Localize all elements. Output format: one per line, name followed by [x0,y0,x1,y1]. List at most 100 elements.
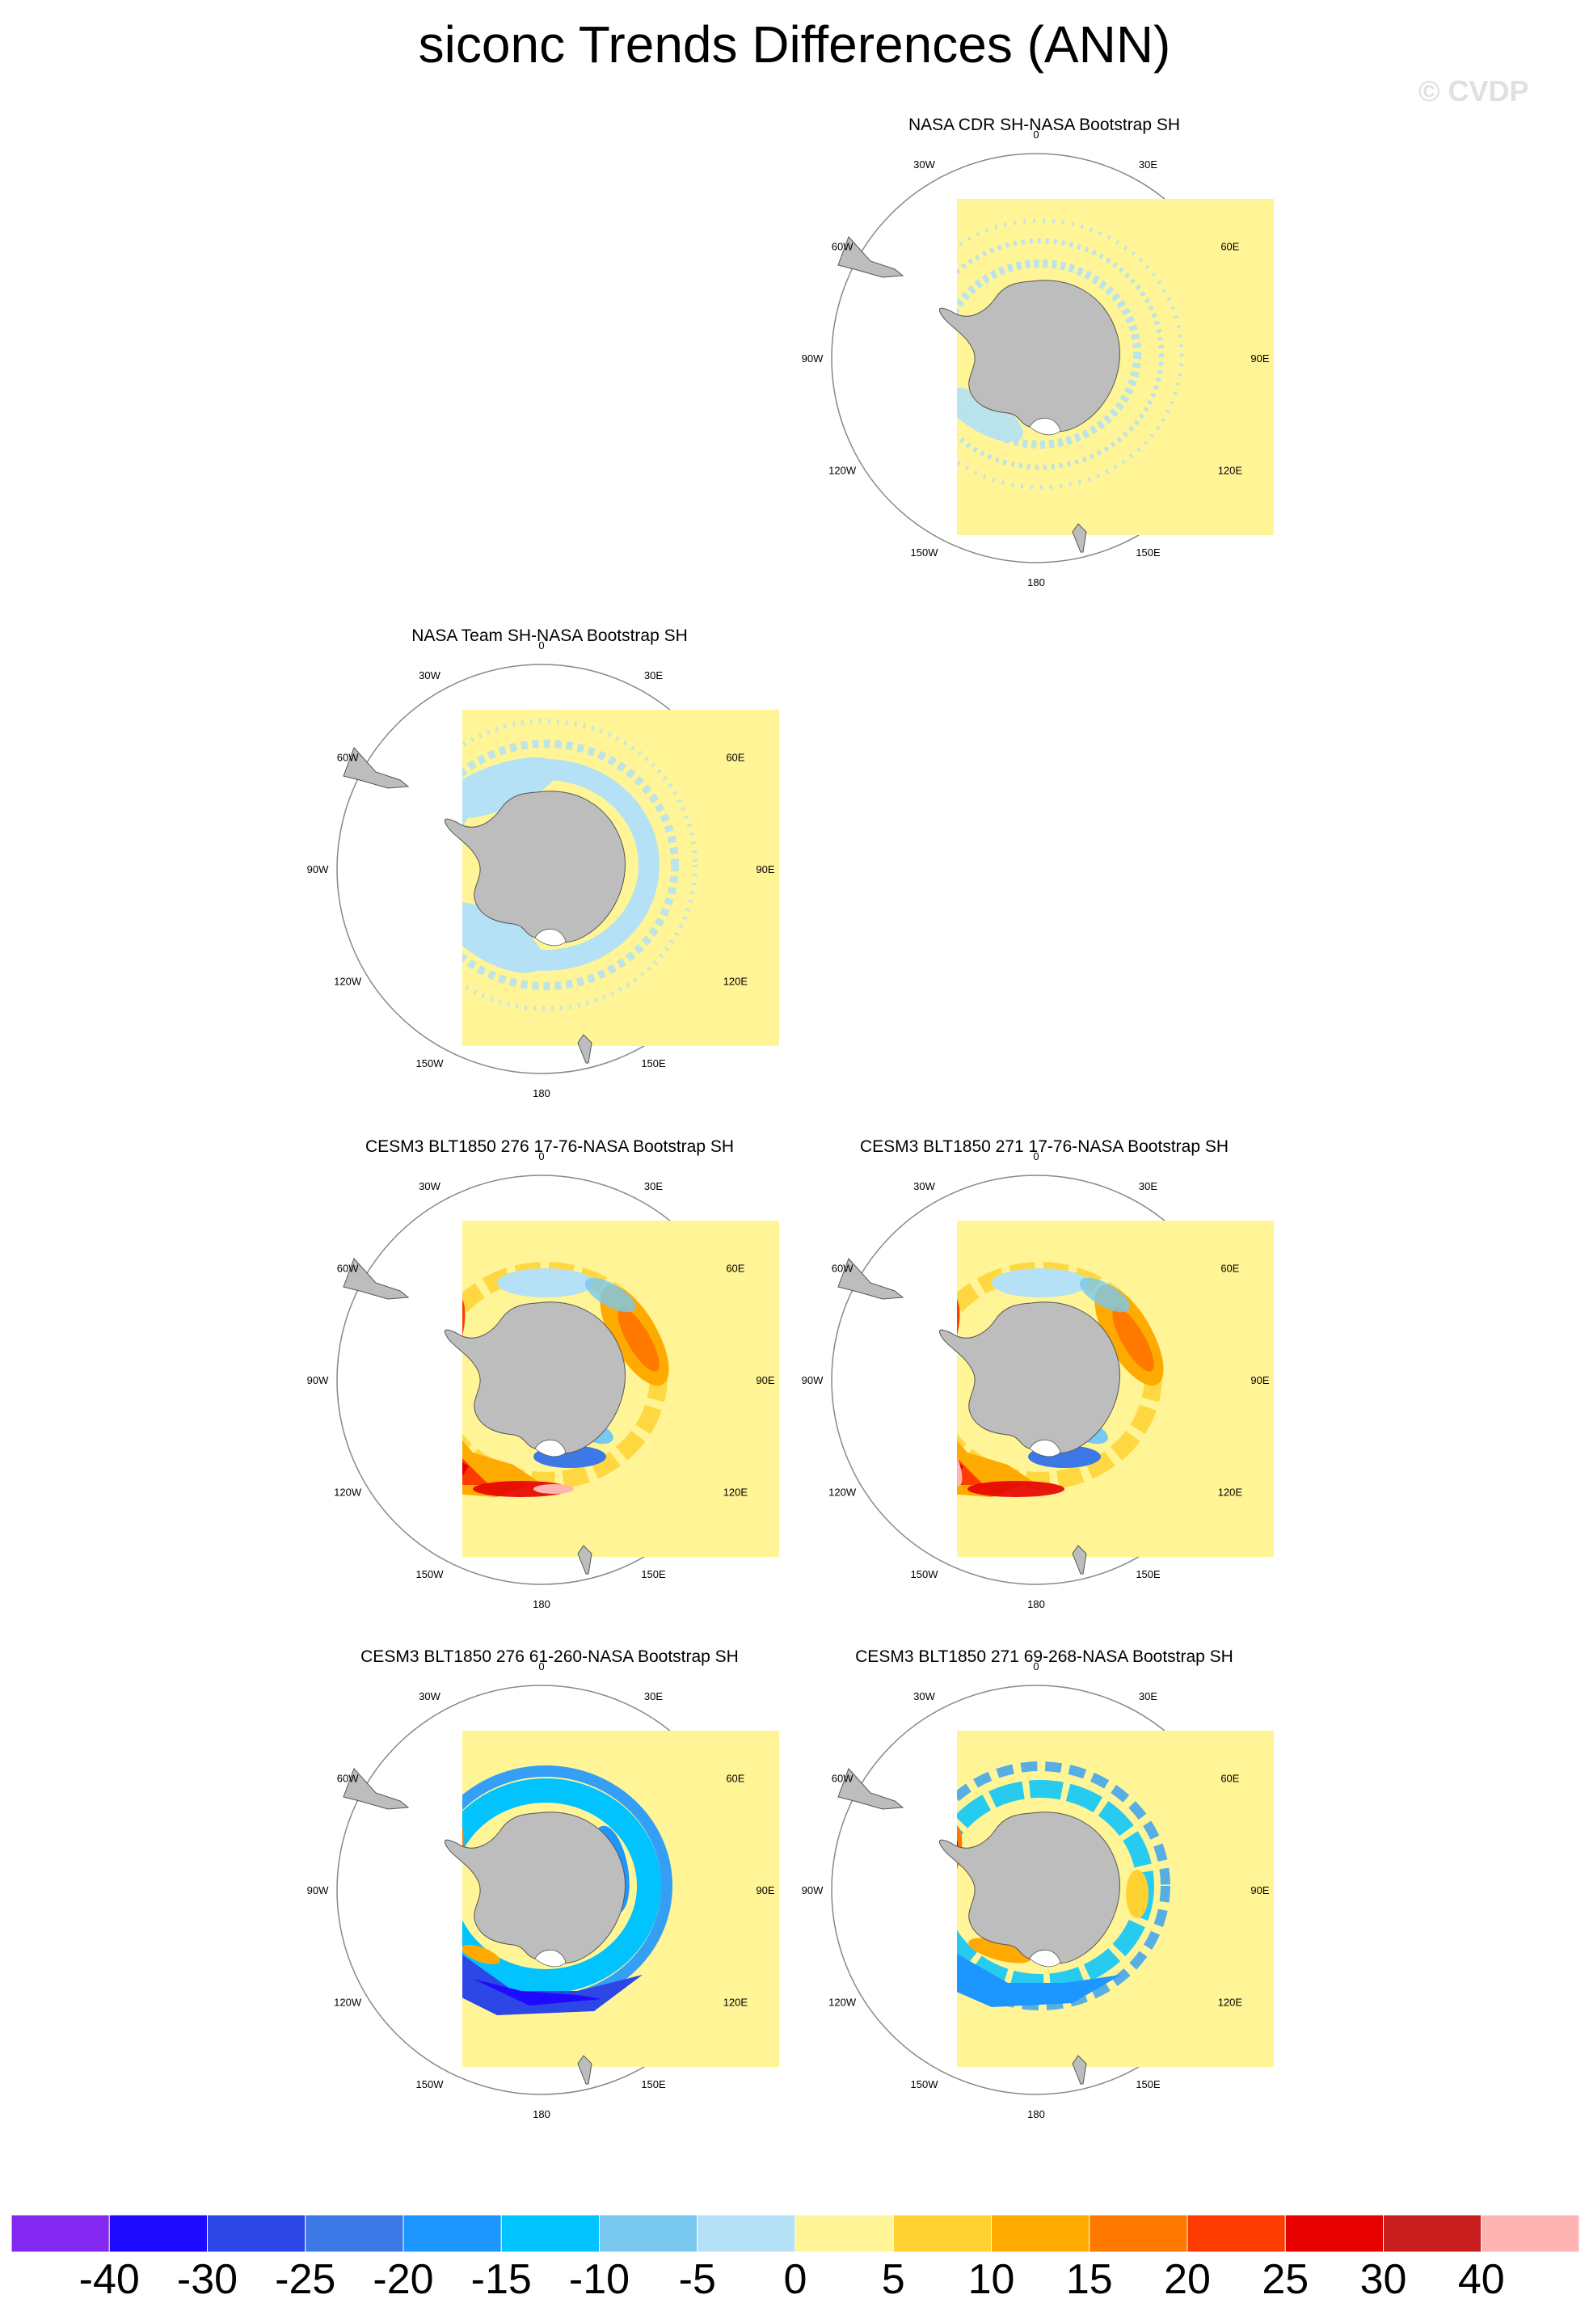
lon-label: 120E [1218,1997,1243,2009]
lon-label: 0 [538,639,544,652]
new-zealand-land [1072,523,1087,553]
lon-label: 60E [1220,1263,1239,1275]
colorbar-swatch [1383,2215,1482,2252]
panel-title: NASA Team SH-NASA Bootstrap SH [411,626,688,645]
colorbar-swatch [1284,2215,1384,2252]
lon-label: 60W [832,1773,854,1785]
colorbar-swatch [207,2215,306,2252]
colorbar-tick-label: -30 [176,2256,238,2303]
antarctica-land [939,1812,1120,1968]
panel-title: CESM3 BLT1850 276 61-260-NASA Bootstrap … [360,1647,739,1666]
colorbar-swatch [11,2215,110,2252]
colorbar-swatch [794,2215,894,2252]
lon-label: 60E [1220,241,1239,253]
panel-nasa-team: NASA Team SH-NASA Bootstrap SH 0 30E 60E 90… [307,626,792,1111]
lon-label: 30E [1139,1690,1157,1702]
lon-label: 150E [641,1568,666,1580]
lon-label: 60E [726,1263,744,1275]
colorbar-tick-label: 5 [881,2256,905,2303]
panel-nasa-cdr: NASA CDR SH-NASA Bootstrap SH 0 30E 60E 90E… [802,116,1287,601]
colorbar-tick-label: -20 [373,2256,434,2303]
colorbar-swatch [305,2215,404,2252]
lon-label: 30W [913,1180,935,1192]
lon-label: 150W [911,546,939,559]
lon-label: 120W [334,1997,362,2009]
polar-map: 0 30E 60E 90E 120E 150E 180 150W 120W 90W 60W 30W [307,639,779,1099]
south-america-land [837,236,904,278]
chart-title: siconc Trends Differences (ANN) [418,15,1171,74]
lon-label: 90E [1250,352,1269,365]
lon-label: 90W [307,1374,329,1386]
south-america-land [837,1768,904,1810]
lon-label: 180 [1027,2108,1045,2120]
lon-label: 60W [832,1263,854,1275]
lon-label: 30E [644,669,663,681]
lon-label: 0 [538,1660,544,1672]
lon-label: 180 [1027,576,1045,588]
panel-title: CESM3 BLT1850 271 69-268-NASA Bootstrap … [855,1647,1233,1666]
lon-label: 120W [828,1487,857,1499]
antarctica-land [445,1812,626,1968]
lon-label: 30E [644,1180,663,1192]
lon-label: 90W [802,1884,824,1896]
panel-title: NASA CDR SH-NASA Bootstrap SH [908,116,1181,134]
colorbar [11,2215,1579,2252]
panel-title: CESM3 BLT1850 276 17-76-NASA Bootstrap S… [365,1137,735,1156]
antarctica-land [445,791,626,947]
polar-map: 0 30E 60E 90E 120E 150E 180 150W 120W 90W 60W 30W [802,1660,1274,2120]
lon-label: 120E [1218,1487,1243,1499]
colorbar-swatch [599,2215,698,2252]
south-america-land [837,1258,904,1300]
lon-label: 150E [1136,2078,1161,2090]
lon-label: 120E [1218,465,1243,477]
lon-label: 90W [307,863,329,875]
polar-map: 0 30E 60E 90E 120E 150E 180 150W 120W 90W 60W 30W [307,1150,779,1610]
lon-label: 60E [726,1773,744,1785]
colorbar-tick-label: -25 [275,2256,336,2303]
colorbar-tick-label: 30 [1359,2256,1407,2303]
lon-label: 90E [756,863,774,875]
new-zealand-land [577,1034,592,1064]
south-america-land [343,1768,410,1810]
colorbar-tick-label: -40 [78,2256,140,2303]
colorbar-swatch [1481,2215,1579,2252]
new-zealand-land [1072,2055,1087,2085]
colorbar-swatch [1186,2215,1286,2252]
lon-label: 30E [1139,158,1157,171]
lon-label: 120E [723,1997,748,2009]
lon-label: 90W [802,1374,824,1386]
antarctica-land [445,1301,626,1457]
colorbar-tick-label: 20 [1164,2256,1211,2303]
lon-label: 150W [416,1568,445,1580]
lon-label: 180 [1027,1598,1045,1610]
colorbar-swatch [1089,2215,1188,2252]
colorbar-swatch [500,2215,600,2252]
lon-label: 150E [641,1057,666,1069]
lon-label: 30W [419,669,440,681]
polar-map: 0 30E 60E 90E 120E 150E 180 150W 120W 90W 60W 30W [802,1150,1274,1610]
lon-label: 90W [802,352,824,365]
colorbar-tick-label: 25 [1262,2256,1309,2303]
lon-label: 90E [1250,1374,1269,1386]
south-america-land [343,747,410,789]
colorbar-swatch [697,2215,796,2252]
lon-label: 30W [419,1690,440,1702]
panel-cesm3-276-61-260: CESM3 BLT1850 276 61-260-NASA Bootstrap … [307,1647,792,2132]
lon-label: 60W [337,1263,359,1275]
lon-label: 60W [832,241,854,253]
lon-label: 180 [533,1598,550,1610]
panel-title: CESM3 BLT1850 271 17-76-NASA Bootstrap S… [859,1137,1229,1156]
lon-label: 90E [756,1884,774,1896]
new-zealand-land [577,1545,592,1575]
watermark: © CVDP [1418,74,1529,108]
lon-label: 150E [1136,546,1161,559]
colorbar-tick-label: 10 [967,2256,1015,2303]
lon-label: 120W [828,1997,857,2009]
lon-label: 0 [1033,129,1039,141]
new-zealand-land [1072,1545,1087,1575]
lon-label: 180 [533,2108,550,2120]
lon-label: 90E [1250,1884,1269,1896]
lon-label: 30W [913,158,935,171]
lon-label: 60W [337,1773,359,1785]
colorbar-swatch [991,2215,1090,2252]
